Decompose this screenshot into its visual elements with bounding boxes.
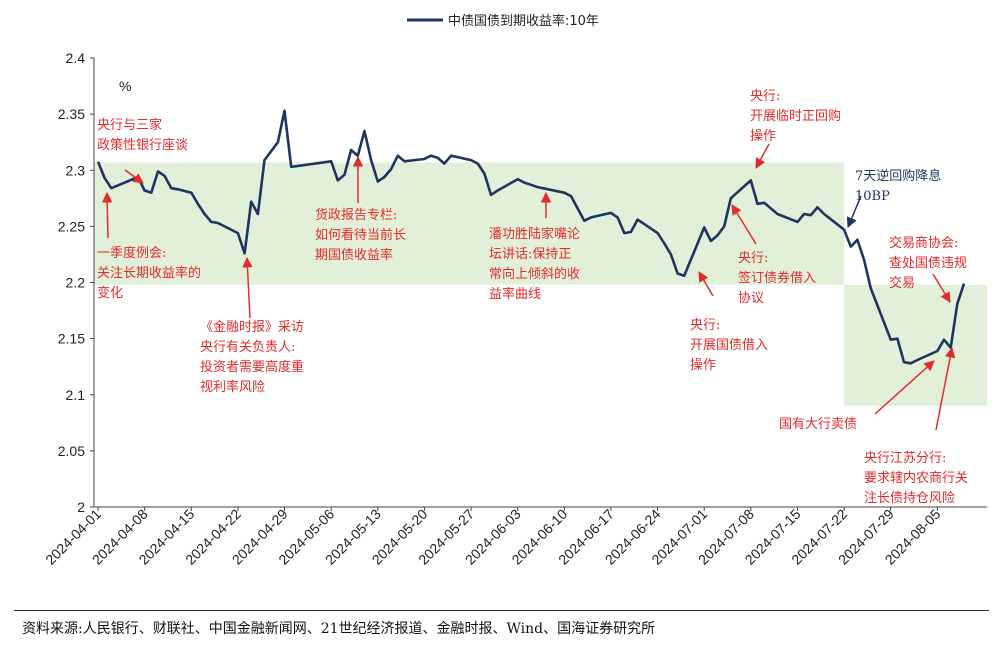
annotation-big-banks-sell: 国有大行卖债 — [779, 417, 857, 432]
arrow-borrowing-agreement — [731, 204, 757, 245]
arrow-big-banks — [874, 360, 935, 415]
legend: 中债国债到期收益率:10年 — [407, 13, 599, 29]
annotations: 央行与三家 政策性银行座谈 一季度例会: 关注长期收益率的 变化 《金融时报》采… — [97, 89, 968, 506]
y-tick-label: 2.15 — [58, 331, 85, 347]
arrow-rate-cut — [846, 195, 862, 228]
annotation-borrowing-agreement: 央行: 签订债券借入 协议 — [738, 251, 816, 306]
ann-line: 政策性银行座谈 — [97, 137, 188, 153]
ann-line: 开展临时正回购 — [750, 108, 841, 124]
annotation-central-bank-policy-banks: 央行与三家 政策性银行座谈 — [97, 117, 188, 153]
annotation-lujiazui-forum: 潘功胜陆家嘴论 坛讲话:保持正 常向上倾斜的收 益率曲线 — [489, 226, 580, 302]
ann-line: 期国债收益率 — [315, 247, 393, 263]
y-tick-label: 2 — [77, 499, 85, 515]
ann-line: 查处国债违规 — [889, 256, 967, 271]
ann-line: 关注长期收益率的 — [97, 265, 201, 281]
ann-line: 要求辖内农商行关 — [864, 470, 968, 486]
series-line-10y-yield — [96, 109, 966, 365]
ann-line: 交易 — [889, 275, 915, 291]
ann-line: 一季度例会: — [97, 245, 166, 261]
ann-line: 央行与三家 — [97, 117, 162, 133]
arrow-q1-meeting — [101, 191, 113, 239]
ann-line: 国有大行卖债 — [779, 417, 857, 432]
y-tick-label: 2.35 — [58, 106, 85, 122]
arrow-policy-banks — [124, 169, 144, 184]
annotation-temporary-repo: 央行: 开展临时正回购 操作 — [750, 89, 841, 144]
ann-line: 投资者需要高度重 — [200, 359, 304, 375]
annotation-jiangsu-branch: 央行江苏分行: 要求辖内农商行关 注长债持仓风险 — [864, 450, 968, 506]
arrow-bond-borrowing — [698, 271, 714, 297]
ann-line: 交易商协会: — [889, 235, 958, 251]
ann-line: 协议 — [738, 291, 764, 306]
ann-line: 操作 — [690, 357, 716, 373]
highlight-band-1 — [94, 162, 845, 285]
ann-line: 视利率风险 — [200, 379, 265, 395]
ann-line: 央行江苏分行: — [864, 450, 946, 466]
ann-line: 央行: — [738, 251, 768, 266]
ann-line: 变化 — [97, 285, 123, 301]
y-tick-label: 2.2 — [66, 275, 86, 291]
y-tick-labels: 2.4 2.35 2.3 2.25 2.2 2.15 2.1 2.05 2 — [58, 50, 94, 515]
y-tick-label: 2.4 — [66, 50, 86, 66]
annotation-financial-times-interview: 《金融时报》采访 央行有关负责人: 投资者需要高度重 视利率风险 — [200, 319, 304, 395]
annotation-q1-meeting: 一季度例会: 关注长期收益率的 变化 — [97, 245, 201, 301]
arrow-nafmii — [932, 273, 951, 303]
source-note: 资料来源:人民银行、财联社、中国金融新闻网、21世纪经济报道、金融时报、Wind… — [22, 621, 656, 637]
annotation-monetary-report: 货政报告专栏: 如何看待当前长 期国债收益率 — [315, 207, 406, 263]
y-tick-label: 2.25 — [58, 218, 85, 234]
series-layer — [96, 109, 966, 365]
arrow-financial-times — [242, 256, 253, 319]
ann-line: 央行有关负责人: — [200, 340, 295, 355]
ann-line: 10BP — [855, 189, 890, 204]
ann-line: 货政报告专栏: — [315, 207, 397, 223]
ann-line: 益率曲线 — [489, 286, 541, 302]
ann-line: 签订债券借入 — [738, 270, 816, 286]
y-tick-label: 2.1 — [66, 387, 86, 403]
ann-line: 《金融时报》采访 — [200, 319, 304, 335]
ann-line: 注长债持仓风险 — [864, 491, 955, 506]
highlight-band-2 — [844, 284, 987, 406]
y-unit-label: % — [119, 78, 131, 94]
ann-line: 央行: — [750, 89, 780, 104]
arrow-jiangsu — [935, 346, 956, 431]
arrow-temporary-repo — [755, 143, 770, 169]
ann-line: 潘功胜陆家嘴论 — [489, 226, 580, 242]
ann-line: 如何看待当前长 — [315, 227, 406, 243]
ann-line: 央行: — [690, 318, 720, 333]
ann-line: 坛讲话:保持正 — [489, 247, 571, 262]
ann-line: 7天逆回购降息 — [855, 168, 941, 184]
annotation-arrows — [101, 143, 956, 431]
y-tick-label: 2.3 — [66, 162, 86, 178]
legend-label: 中债国债到期收益率:10年 — [448, 13, 599, 29]
annotation-bond-borrowing: 央行: 开展国债借入 操作 — [690, 318, 768, 373]
source-divider — [14, 610, 989, 611]
annotation-nafmii: 交易商协会: 查处国债违规 交易 — [889, 235, 967, 291]
ann-line: 常向上倾斜的收 — [489, 266, 580, 282]
annotation-rate-cut: 7天逆回购降息 10BP — [855, 168, 941, 204]
y-tick-label: 2.05 — [58, 443, 85, 459]
ann-line: 操作 — [750, 128, 776, 144]
x-tick-labels: 2024-04-012024-04-082024-04-152024-04-22… — [42, 506, 943, 568]
ann-line: 开展国债借入 — [690, 338, 768, 353]
